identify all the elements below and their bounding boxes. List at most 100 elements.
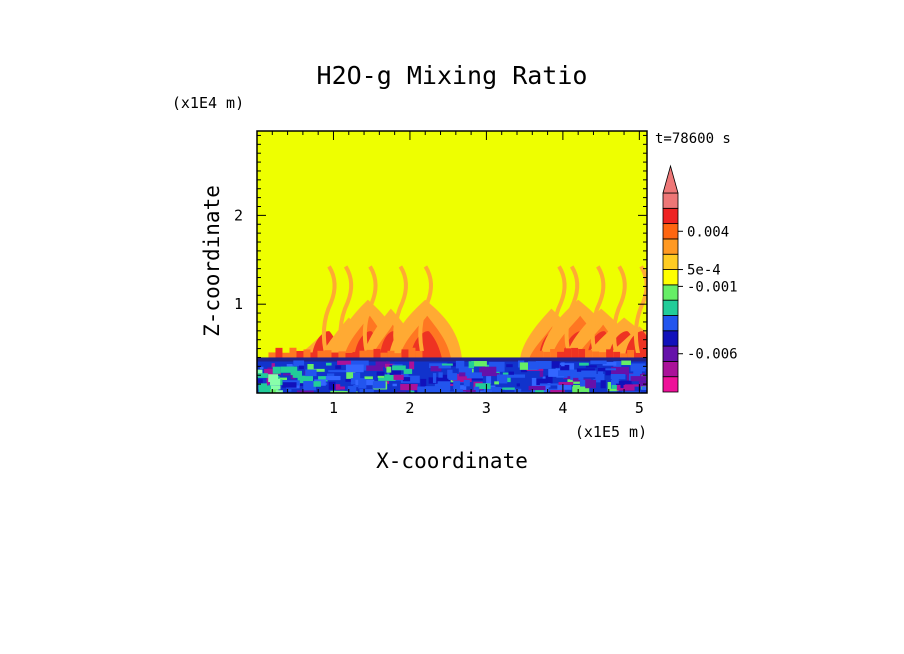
surface-cell bbox=[633, 369, 642, 375]
surface-cell bbox=[270, 378, 281, 386]
surface-cell bbox=[593, 378, 601, 383]
surface-cell bbox=[257, 373, 268, 378]
surface-cell bbox=[392, 364, 403, 367]
surface-cell bbox=[527, 361, 539, 370]
colorbar-label: -0.006 bbox=[687, 347, 738, 363]
plume-wisp bbox=[321, 265, 337, 358]
band-cell bbox=[592, 351, 600, 362]
surface-cell bbox=[539, 370, 544, 377]
colorbar-level bbox=[662, 330, 679, 347]
colorbar-level bbox=[662, 284, 679, 301]
band-cell bbox=[536, 350, 544, 361]
surface-cell bbox=[616, 384, 635, 391]
colorbar-level bbox=[662, 253, 679, 270]
surface-cell bbox=[330, 390, 345, 393]
band-cell bbox=[599, 352, 607, 363]
surface-cell bbox=[453, 380, 461, 390]
surface-cell bbox=[502, 387, 515, 390]
band-cell bbox=[641, 350, 647, 361]
x-tick-label: 4 bbox=[558, 399, 567, 417]
plot-frame bbox=[256, 130, 648, 394]
surface-cell bbox=[551, 361, 560, 368]
y-scale-label: (x1E4 m) bbox=[172, 94, 244, 112]
surface-cell bbox=[268, 374, 279, 383]
surface-cell bbox=[595, 373, 605, 383]
surface-cell bbox=[392, 383, 397, 387]
surface-cell bbox=[455, 360, 465, 369]
surface-cell bbox=[481, 366, 497, 377]
colorbar-level bbox=[662, 269, 679, 286]
surface-cell bbox=[494, 381, 499, 385]
surface-cell bbox=[474, 386, 480, 391]
surface-cell bbox=[366, 365, 384, 371]
band-cell bbox=[324, 350, 332, 361]
band-cell bbox=[352, 352, 360, 363]
colorbar-label: -0.001 bbox=[687, 279, 738, 295]
colorbar-label: 0.004 bbox=[687, 224, 729, 240]
surface-cell bbox=[299, 365, 304, 370]
surface-cell bbox=[325, 375, 341, 381]
surface-cell bbox=[270, 385, 281, 390]
surface-cell bbox=[508, 371, 514, 375]
band-cell bbox=[296, 350, 304, 361]
band-cell bbox=[543, 351, 551, 362]
band-cell bbox=[613, 351, 621, 362]
surface-cell bbox=[335, 384, 341, 390]
band-cell bbox=[578, 348, 586, 359]
colorbar-extend-arrow bbox=[662, 164, 679, 194]
surface-cell bbox=[514, 388, 522, 393]
surface-cell bbox=[305, 369, 317, 377]
surface-cell bbox=[486, 375, 492, 385]
surface-cell bbox=[535, 361, 552, 369]
surface-top-line bbox=[257, 357, 647, 362]
surface-cell bbox=[272, 366, 281, 374]
surface-cell bbox=[590, 360, 607, 364]
surface-cell bbox=[621, 360, 631, 366]
surface-cell bbox=[605, 368, 617, 371]
surface-cell bbox=[585, 392, 602, 393]
surface-cell bbox=[259, 366, 264, 370]
time-label: t=78600 s bbox=[655, 131, 731, 147]
surface-cell bbox=[307, 364, 314, 373]
x-tick-label: 2 bbox=[405, 399, 414, 417]
surface-cell bbox=[393, 374, 404, 380]
colorbar-level bbox=[662, 315, 679, 332]
surface-cell bbox=[310, 368, 325, 372]
band-cell bbox=[373, 348, 381, 359]
surface-cell bbox=[638, 381, 647, 387]
band-cell bbox=[627, 349, 635, 360]
surface-cell bbox=[403, 368, 413, 374]
surface-cell bbox=[610, 379, 621, 389]
y-axis-label: Z-coordinate bbox=[200, 185, 224, 337]
plot-area bbox=[257, 131, 647, 393]
band-cell bbox=[275, 347, 283, 358]
surface-cell bbox=[484, 386, 502, 393]
surface-cell bbox=[597, 367, 604, 378]
surface-cell bbox=[447, 369, 453, 379]
surface-cell bbox=[438, 372, 443, 378]
surface-cell bbox=[258, 388, 271, 393]
band-cell bbox=[606, 349, 614, 360]
surface-cell bbox=[287, 389, 292, 392]
y-axis-ticks: 12 bbox=[234, 206, 243, 313]
surface-cell bbox=[615, 380, 632, 389]
surface-cell bbox=[420, 378, 427, 388]
plume-wisp bbox=[633, 265, 647, 358]
surface-cell bbox=[576, 368, 595, 372]
surface-cell bbox=[457, 389, 476, 392]
surface-cell bbox=[257, 379, 263, 386]
surface-cell bbox=[386, 366, 392, 373]
surface-cell bbox=[585, 379, 597, 389]
surface-cell bbox=[350, 360, 369, 368]
surface-cell bbox=[325, 362, 332, 366]
colorbar-level bbox=[662, 192, 679, 209]
band-cell bbox=[401, 349, 409, 360]
surface-cell bbox=[535, 388, 544, 393]
surface-cell bbox=[337, 360, 351, 365]
surface-cell bbox=[364, 376, 373, 380]
surface-cell bbox=[597, 367, 607, 372]
surface-cell bbox=[528, 385, 546, 391]
colorbar-level bbox=[662, 376, 679, 393]
x-tick-label: 3 bbox=[482, 399, 491, 417]
colorbar-level bbox=[662, 299, 679, 316]
